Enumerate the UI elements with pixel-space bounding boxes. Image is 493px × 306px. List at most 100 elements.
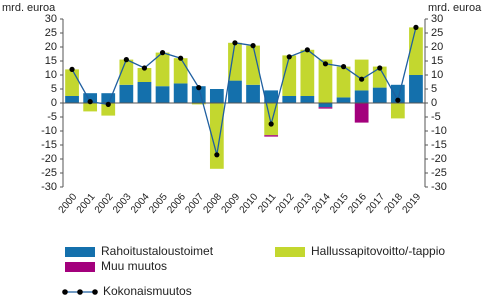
y2-tick-label: -30: [431, 181, 447, 193]
y-axis-unit: mrd. euroa: [2, 2, 56, 14]
bar: [65, 69, 79, 96]
total-marker: [359, 76, 365, 82]
x-tick-label: 2000: [57, 191, 80, 215]
bar: [318, 107, 333, 109]
y2-tick-label: 25: [431, 27, 443, 39]
bar: [409, 27, 423, 75]
x-tick-label: 2019: [401, 191, 424, 215]
x-tick-label: 2006: [165, 191, 188, 215]
bar: [101, 93, 116, 103]
bar: [336, 66, 351, 98]
x-tick-label: 2018: [382, 191, 405, 215]
bar: [83, 103, 98, 112]
y2-axis-unit: mrd. euroa: [428, 2, 482, 14]
x-tick-label: 2011: [256, 191, 279, 215]
bar: [137, 82, 152, 103]
bar: [209, 103, 224, 169]
y-tick-label: 5: [51, 83, 57, 95]
y-tick-label: -5: [47, 111, 57, 123]
bar: [282, 96, 297, 103]
total-marker: [304, 47, 310, 53]
total-marker: [69, 66, 75, 72]
bar: [409, 75, 423, 103]
y2-tick-label: 15: [431, 55, 443, 67]
y-tick-label: -30: [41, 181, 57, 193]
y-tick-label: -15: [41, 139, 57, 151]
total-marker: [250, 43, 256, 49]
total-marker: [322, 61, 329, 67]
y2-tick-label: -25: [431, 167, 447, 179]
total-marker: [123, 57, 129, 63]
bar: [390, 103, 405, 119]
bar: [300, 49, 315, 96]
legend-marker: [92, 289, 98, 295]
x-tick-label: 2007: [183, 191, 206, 215]
total-marker: [196, 85, 202, 91]
y2-tick-label: 5: [431, 83, 437, 95]
x-tick-label: 2016: [346, 191, 369, 215]
bar: [173, 58, 188, 84]
bar: [209, 89, 224, 103]
bar: [318, 103, 333, 108]
total-marker: [178, 55, 184, 61]
y2-tick-label: -5: [431, 111, 441, 123]
legend-swatch: [65, 247, 95, 257]
x-tick-label: 2014: [310, 191, 333, 215]
y2-tick-label: 30: [431, 13, 443, 25]
y-tick-label: 30: [45, 13, 57, 25]
bar: [191, 103, 206, 105]
bar: [318, 59, 333, 103]
bar: [354, 90, 369, 103]
legend-swatch: [65, 262, 95, 272]
y-tick-label: 15: [45, 55, 57, 67]
legend-marker: [62, 289, 68, 295]
total-marker: [340, 64, 347, 70]
y-tick-label: -10: [41, 125, 57, 137]
bar: [372, 66, 387, 88]
bar: [155, 86, 170, 103]
total-marker: [214, 152, 220, 158]
x-tick-label: 2017: [364, 191, 387, 215]
y-tick-label: 10: [45, 69, 57, 81]
y-tick-label: -20: [41, 153, 57, 165]
x-tick-label: 2004: [129, 191, 152, 215]
bar: [137, 68, 152, 82]
bar: [354, 59, 369, 91]
y2-tick-label: -10: [431, 125, 447, 137]
bar: [228, 80, 242, 103]
x-tick-label: 2001: [75, 191, 98, 215]
y-tick-label: 25: [45, 27, 57, 39]
total-line: [71, 27, 417, 155]
x-tick-label: 2010: [238, 191, 261, 215]
bar: [246, 45, 260, 85]
bar: [354, 103, 369, 123]
total-marker: [286, 54, 292, 60]
y-tick-label: 20: [45, 41, 57, 53]
total-marker: [87, 99, 93, 105]
legend-label: Muu muutos: [101, 259, 167, 273]
bar: [173, 83, 188, 103]
x-tick-label: 2009: [220, 191, 243, 215]
bar: [264, 135, 279, 137]
bar: [119, 84, 134, 103]
total-marker: [105, 101, 111, 107]
legend-marker: [77, 289, 83, 295]
x-tick-label: 2013: [292, 191, 315, 215]
y2-tick-label: -15: [431, 139, 447, 151]
y-tick-label: -25: [41, 167, 57, 179]
total-marker: [141, 65, 148, 71]
total-marker: [268, 121, 274, 127]
bar: [246, 84, 260, 103]
bar: [101, 103, 116, 116]
total-marker: [395, 97, 401, 103]
x-tick-label: 2003: [111, 191, 134, 215]
bar: [83, 93, 98, 103]
y-tick-label: 0: [51, 97, 57, 109]
total-marker: [377, 65, 383, 71]
x-tick-label: 2015: [328, 191, 351, 215]
total-marker: [413, 24, 419, 30]
total-marker: [159, 50, 166, 56]
x-tick-label: 2005: [147, 191, 170, 215]
bar: [119, 59, 134, 85]
